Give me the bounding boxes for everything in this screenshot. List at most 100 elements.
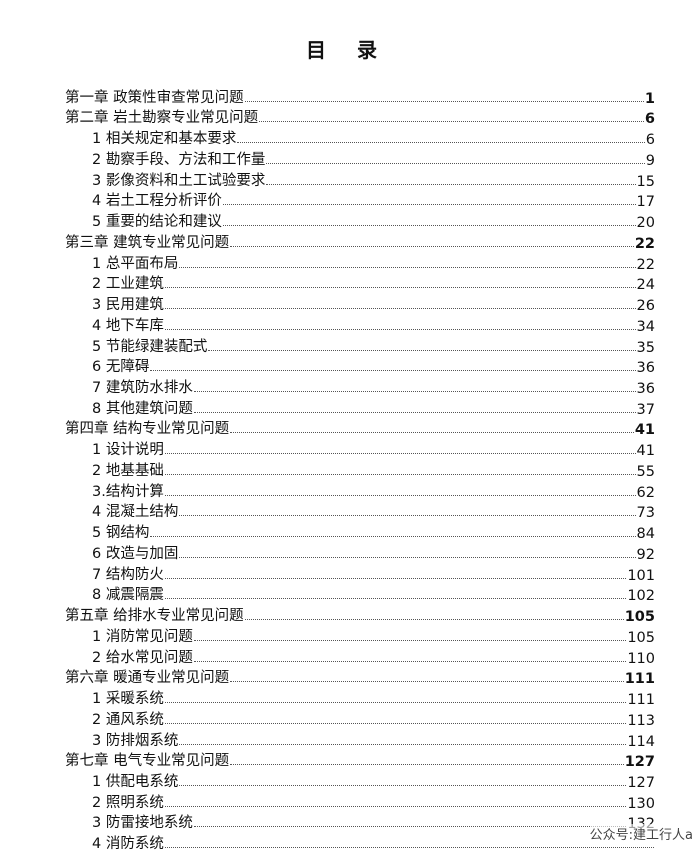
toc-section-entry[interactable]: 4 消防系统 [65, 832, 655, 853]
toc-section-entry[interactable]: 8 其他建筑问题 37 [65, 397, 655, 418]
toc-section-entry[interactable]: 2 工业建筑 24 [65, 273, 655, 294]
entry-label: 第三章 建筑专业常见问题 [65, 234, 230, 251]
entry-label: 1 总平面布局 [92, 255, 179, 272]
entry-label: 2 勘察手段、方法和工作量 [92, 151, 266, 168]
dot-leader [193, 391, 636, 393]
toc-section-entry[interactable]: 2 地基基础 55 [65, 459, 655, 480]
dot-leader [230, 681, 624, 683]
toc-section-entry[interactable]: 1 消防常见问题 105 [65, 625, 655, 646]
toc-section-entry[interactable]: 2 勘察手段、方法和工作量 9 [65, 148, 655, 169]
entry-page-number: 22 [636, 256, 655, 273]
entry-label: 6 无障碍 [92, 359, 150, 376]
entry-page-number: 9 [645, 152, 655, 169]
toc-section-entry[interactable]: 3 防雷接地系统132 [65, 812, 655, 832]
dot-leader [179, 515, 636, 517]
toc-section-entry[interactable]: 7 结构防火 101 [65, 563, 655, 584]
toc-section-entry[interactable]: 4 地下车库 34 [65, 314, 655, 335]
entry-label: 5 钢结构 [92, 525, 150, 542]
toc-section-entry[interactable]: 8 减震隔震 102 [65, 584, 655, 604]
toc-section-entry[interactable]: 3 影像资料和土工试验要求 15 [65, 169, 655, 190]
toc-section-entry[interactable]: 5 重要的结论和建议 20 [65, 210, 655, 231]
toc-chapter-entry[interactable]: 第六章 暖通专业常见问题 111 [65, 667, 655, 688]
entry-page-number: 34 [636, 318, 655, 335]
dot-leader [164, 847, 654, 849]
entry-label: 2 照明系统 [92, 794, 164, 811]
toc-chapter-entry[interactable]: 第四章 结构专业常见问题 41 [65, 418, 655, 439]
entry-label: 4 消防系统 [92, 836, 164, 853]
table-of-contents: 第一章 政策性审查常见问题 1 第二章 岩土勘察专业常见问题 6 1 相关规定和基本要求… [65, 86, 655, 853]
dot-leader [193, 639, 627, 641]
dot-leader [244, 619, 624, 621]
dot-leader [164, 722, 627, 724]
watermark: 公众号:建工行人a [589, 824, 693, 843]
toc-section-entry[interactable]: 3 民用建筑 26 [65, 293, 655, 314]
dot-leader [237, 142, 645, 144]
dot-leader [150, 370, 636, 372]
entry-label: 8 减震隔震 [92, 587, 164, 604]
entry-page-number: 113 [627, 712, 655, 729]
entry-label: 第四章 结构专业常见问题 [65, 421, 230, 438]
toc-chapter-entry[interactable]: 第七章 电气专业常见问题 127 [65, 750, 655, 770]
dot-leader [164, 598, 627, 600]
entry-page-number: 111 [627, 692, 655, 709]
entry-page-number: 114 [627, 733, 655, 750]
toc-section-entry[interactable]: 6 无障碍 36 [65, 356, 655, 376]
toc-section-entry[interactable]: 1 设计说明 41 [65, 438, 655, 459]
dot-leader [179, 784, 627, 786]
dot-leader [179, 743, 627, 745]
entry-page-number: 6 [645, 132, 655, 149]
entry-page-number: 22 [634, 235, 655, 252]
entry-label: 5 节能绿建装配式 [92, 338, 208, 355]
entry-page-number: 24 [636, 277, 655, 294]
toc-section-entry[interactable]: 1 采暖系统 111 [65, 687, 655, 708]
toc-section-entry[interactable]: 2 给水常见问题 110 [65, 646, 655, 667]
entry-label: 3 防排烟系统 [92, 732, 179, 749]
toc-section-entry[interactable]: 3.结构计算 62 [65, 480, 655, 501]
entry-label: 3 影像资料和土工试验要求 [92, 172, 266, 189]
entry-label: 2 给水常见问题 [92, 649, 193, 666]
dot-leader [179, 556, 636, 558]
dot-leader [164, 328, 636, 330]
toc-section-entry[interactable]: 2 照明系统 130 [65, 791, 655, 812]
dot-leader [244, 100, 644, 102]
toc-section-entry[interactable]: 7 建筑防水排水 36 [65, 376, 655, 397]
toc-section-entry[interactable]: 6 改造与加固 92 [65, 542, 655, 563]
entry-page-number: 101 [627, 567, 655, 584]
toc-section-entry[interactable]: 3 防排烟系统 114 [65, 729, 655, 750]
toc-section-entry[interactable]: 5 节能绿建装配式 35 [65, 335, 655, 356]
entry-label: 7 结构防火 [92, 566, 164, 583]
dot-leader [222, 225, 636, 227]
entry-label: 第二章 岩土勘察专业常见问题 [65, 110, 259, 127]
entry-label: 6 改造与加固 [92, 545, 179, 562]
dot-leader [222, 204, 636, 206]
dot-leader [164, 308, 636, 310]
toc-chapter-entry[interactable]: 第二章 岩土勘察专业常见问题 6 [65, 107, 655, 127]
toc-section-entry[interactable]: 2 通风系统 113 [65, 708, 655, 729]
dot-leader [208, 349, 636, 351]
toc-section-entry[interactable]: 1 总平面布局 22 [65, 252, 655, 273]
dot-leader [164, 473, 636, 475]
entry-label: 4 地下车库 [92, 317, 164, 334]
toc-chapter-entry[interactable]: 第五章 给排水专业常见问题 105 [65, 604, 655, 625]
dot-leader [164, 805, 627, 807]
entry-page-number: 111 [624, 671, 655, 688]
entry-label: 2 工业建筑 [92, 276, 164, 293]
entry-label: 3 防雷接地系统 [92, 815, 193, 832]
entry-label: 1 消防常见问题 [92, 628, 193, 645]
entry-page-number: 130 [627, 795, 655, 812]
toc-section-entry[interactable]: 5 钢结构 84 [65, 521, 655, 542]
entry-page-number: 36 [636, 381, 655, 398]
toc-chapter-entry[interactable]: 第一章 政策性审查常见问题 1 [65, 86, 655, 107]
dot-leader [230, 245, 634, 247]
toc-chapter-entry[interactable]: 第三章 建筑专业常见问题 22 [65, 231, 655, 252]
toc-section-entry[interactable]: 1 供配电系统 127 [65, 770, 655, 791]
entry-label: 5 重要的结论和建议 [92, 214, 222, 231]
dot-leader [193, 826, 627, 828]
toc-section-entry[interactable]: 4 岩土工程分析评价 17 [65, 190, 655, 210]
entry-page-number: 41 [634, 422, 655, 439]
toc-section-entry[interactable]: 4 混凝土结构 73 [65, 501, 655, 521]
dot-leader [164, 494, 636, 496]
dot-leader [266, 162, 645, 164]
entry-page-number: 35 [636, 339, 655, 356]
toc-section-entry[interactable]: 1 相关规定和基本要求 6 [65, 127, 655, 148]
